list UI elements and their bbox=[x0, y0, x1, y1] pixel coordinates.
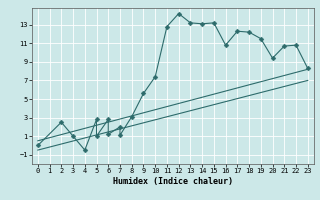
X-axis label: Humidex (Indice chaleur): Humidex (Indice chaleur) bbox=[113, 177, 233, 186]
